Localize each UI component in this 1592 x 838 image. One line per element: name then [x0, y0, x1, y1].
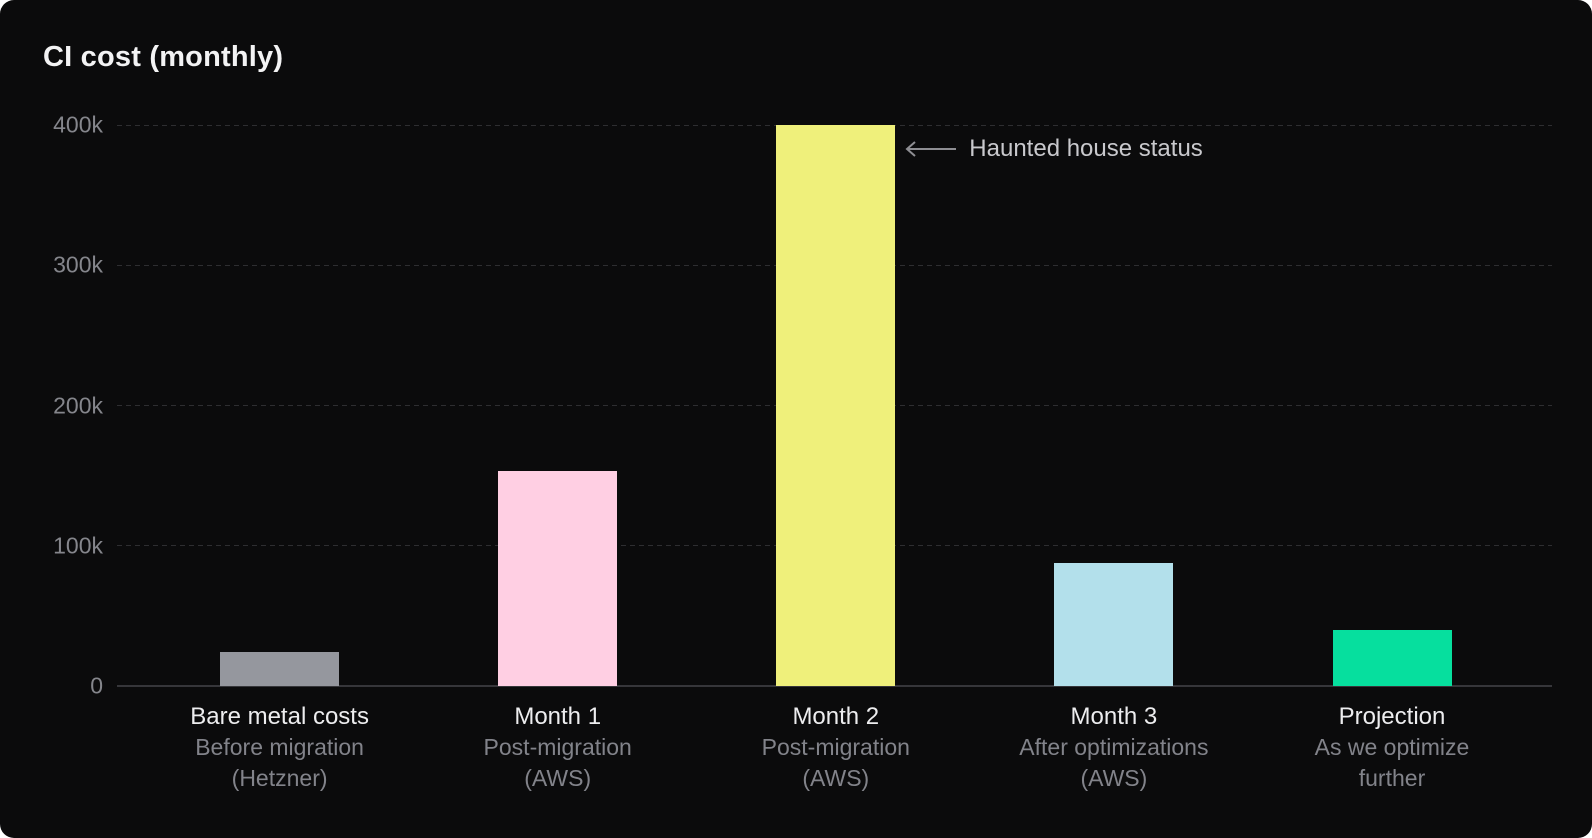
- x-label-main: Month 3: [1070, 703, 1158, 730]
- x-label-projection: Projection As we optimize further: [1242, 701, 1542, 794]
- x-label-main: Bare metal costs: [190, 703, 369, 730]
- y-tick-label-100k: 100k: [53, 532, 103, 559]
- x-label-sub: Post-migration: [761, 734, 910, 760]
- x-label-sub: (AWS): [524, 765, 592, 791]
- x-label-main: Projection: [1338, 703, 1446, 730]
- y-tick-label-400k: 400k: [53, 111, 103, 138]
- y-tick-label-0: 0: [90, 672, 103, 699]
- annotation-haunted-house: Haunted house status: [903, 135, 1203, 163]
- bar-month-1: [498, 471, 618, 686]
- x-label-main: Month 2: [792, 703, 880, 730]
- x-label-sub: After optimizations: [1019, 734, 1209, 760]
- x-label-sub: (Hetzner): [231, 765, 328, 791]
- x-label-month-2: Month 2 Post-migration (AWS): [686, 701, 986, 794]
- x-label-sub: (AWS): [802, 765, 870, 791]
- y-tick-label-200k: 200k: [53, 392, 103, 418]
- bar-month-3: [1054, 562, 1174, 686]
- y-tick-label-300k: 300k: [53, 251, 103, 278]
- x-label-sub: (AWS): [1080, 765, 1148, 791]
- x-label-sub: further: [1358, 765, 1426, 791]
- x-label-sub: Post-migration: [483, 734, 632, 760]
- annotation-text: Haunted house status: [969, 135, 1203, 162]
- x-label-sub: As we optimize: [1314, 734, 1470, 760]
- x-label-month-3: Month 3 After optimizations (AWS): [964, 701, 1264, 794]
- bar-bare-metal-costs: [220, 652, 340, 686]
- x-label-main: Month 1: [514, 703, 602, 730]
- chart-title: CI cost (monthly): [43, 41, 284, 73]
- gridline-0: [117, 685, 1552, 687]
- left-arrow-icon: [905, 141, 957, 157]
- bar-projection: [1332, 629, 1452, 686]
- x-label-sub: Before migration: [195, 734, 364, 760]
- x-label-month-1: Month 1 Post-migration (AWS): [408, 701, 708, 794]
- bar-month-2: [776, 125, 896, 686]
- x-label-bare-metal-costs: Bare metal costs Before migration (Hetzner…: [130, 701, 430, 794]
